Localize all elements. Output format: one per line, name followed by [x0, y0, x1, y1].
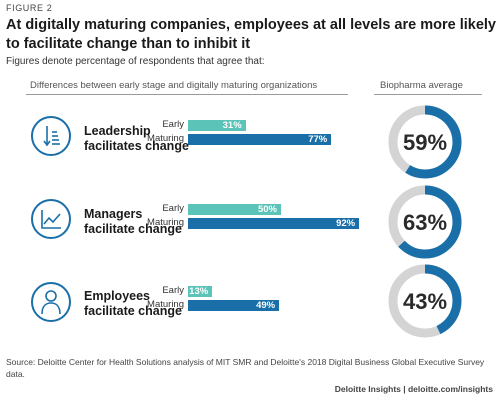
source-note: Source: Deloitte Center for Health Solut… — [6, 357, 485, 379]
ring-arc — [388, 264, 462, 338]
series-label-maturing: Maturing — [147, 299, 184, 310]
series-label-early: Early — [162, 285, 184, 296]
row-label-leadership: Leadership facilitates change — [84, 124, 189, 153]
bar-value-label: 92% — [336, 218, 356, 229]
bar-early-1: 31% — [188, 120, 246, 131]
bar-value-label: 77% — [308, 134, 328, 145]
credit-line: Deloitte Insights | deloitte.com/insight… — [334, 384, 493, 394]
average-value-label: 63% — [403, 210, 447, 235]
bar-value-label: 50% — [257, 204, 277, 215]
bar-early-3: 13% — [188, 286, 213, 297]
bar-early-2: 50% — [188, 204, 281, 215]
column-header-differences: Differences between early stage and digi… — [30, 80, 318, 91]
header-divider-left — [26, 94, 348, 95]
row-label-employees: Employees facilitate change — [84, 289, 182, 318]
average-ring-3: 43% — [388, 264, 462, 338]
line-chart-icon — [31, 199, 71, 239]
series-label-early: Early — [162, 119, 184, 130]
bar-value-label: 13% — [189, 286, 209, 297]
ring-arc — [388, 185, 462, 259]
series-label-maturing: Maturing — [147, 217, 184, 228]
ring-arc — [388, 105, 462, 179]
average-value-label: 59% — [403, 130, 447, 155]
bar-maturing-1: 77% — [188, 134, 332, 145]
chart-title: At digitally maturing companies, employe… — [6, 17, 496, 52]
average-value-label: 43% — [403, 289, 447, 314]
bar-maturing-2: 92% — [188, 218, 360, 229]
bar-value-label: 49% — [256, 300, 276, 311]
person-icon — [31, 282, 71, 322]
column-header-average: Biopharma average — [380, 80, 463, 91]
average-ring-2: 63% — [388, 185, 462, 259]
org-chart-icon — [31, 116, 71, 156]
average-ring-1: 59% — [388, 105, 462, 179]
series-label-early: Early — [162, 203, 184, 214]
series-label-maturing: Maturing — [147, 133, 184, 144]
header-divider-right — [374, 94, 482, 95]
bar-value-label: 31% — [222, 120, 242, 131]
row-label-managers: Managers facilitate change — [84, 207, 182, 236]
figure-label: FIGURE 2 — [6, 3, 53, 13]
bar-maturing-3: 49% — [188, 300, 280, 311]
chart-subtitle: Figures denote percentage of respondents… — [6, 56, 265, 67]
